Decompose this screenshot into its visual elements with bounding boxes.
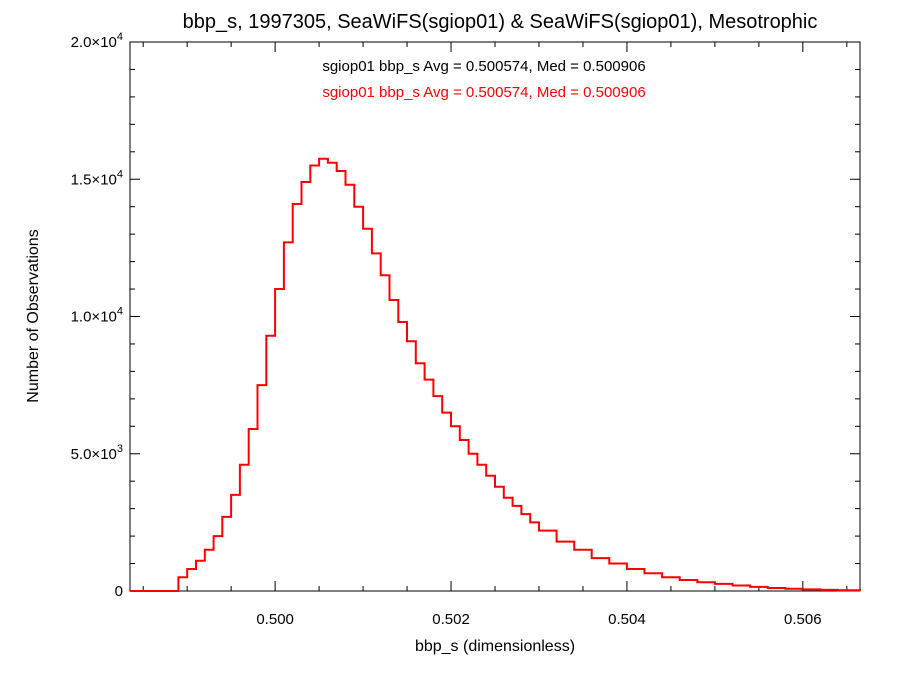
y-tick-exponent: 3 bbox=[117, 443, 123, 455]
y-tick-mantissa: 5.0×10 bbox=[71, 446, 117, 463]
x-tick-label: 0.500 bbox=[256, 611, 294, 628]
y-tick-label: 2.0×104 bbox=[71, 31, 123, 51]
plot-frame bbox=[129, 41, 861, 592]
y-tick-label: 0 bbox=[115, 583, 123, 600]
annotation-black: sgiop01 bbp_s Avg = 0.500574, Med = 0.50… bbox=[322, 58, 645, 75]
y-tick-mantissa: 1.0×10 bbox=[71, 309, 117, 326]
y-axis-label: Number of Observations bbox=[25, 229, 42, 402]
y-tick-exponent: 4 bbox=[117, 31, 123, 43]
y-tick-label: 5.0×103 bbox=[71, 443, 123, 463]
y-tick-label: 1.5×104 bbox=[71, 168, 123, 188]
y-tick-mantissa: 1.5×10 bbox=[71, 171, 117, 188]
y-tick-exponent: 4 bbox=[117, 168, 123, 180]
y-tick-mantissa: 0 bbox=[115, 583, 123, 600]
y-tick-label: 1.0×104 bbox=[71, 306, 123, 326]
x-axis-label: bbp_s (dimensionless) bbox=[415, 638, 575, 655]
plot-area bbox=[129, 41, 861, 592]
x-tick-label: 0.502 bbox=[432, 611, 470, 628]
x-axis: 0.500 0.502 0.504 0.506 bbox=[142, 42, 848, 628]
histogram-series-line bbox=[130, 157, 861, 592]
x-tick-label: 0.506 bbox=[784, 611, 822, 628]
chart-title: bbp_s, 1997305, SeaWiFS(sgiop01) & SeaWi… bbox=[183, 11, 818, 33]
y-tick-mantissa: 2.0×10 bbox=[71, 34, 117, 51]
annotation-red: sgiop01 bbp_s Avg = 0.500574, Med = 0.50… bbox=[322, 84, 645, 101]
x-tick-label: 0.504 bbox=[608, 611, 646, 628]
y-tick-exponent: 4 bbox=[117, 306, 123, 318]
